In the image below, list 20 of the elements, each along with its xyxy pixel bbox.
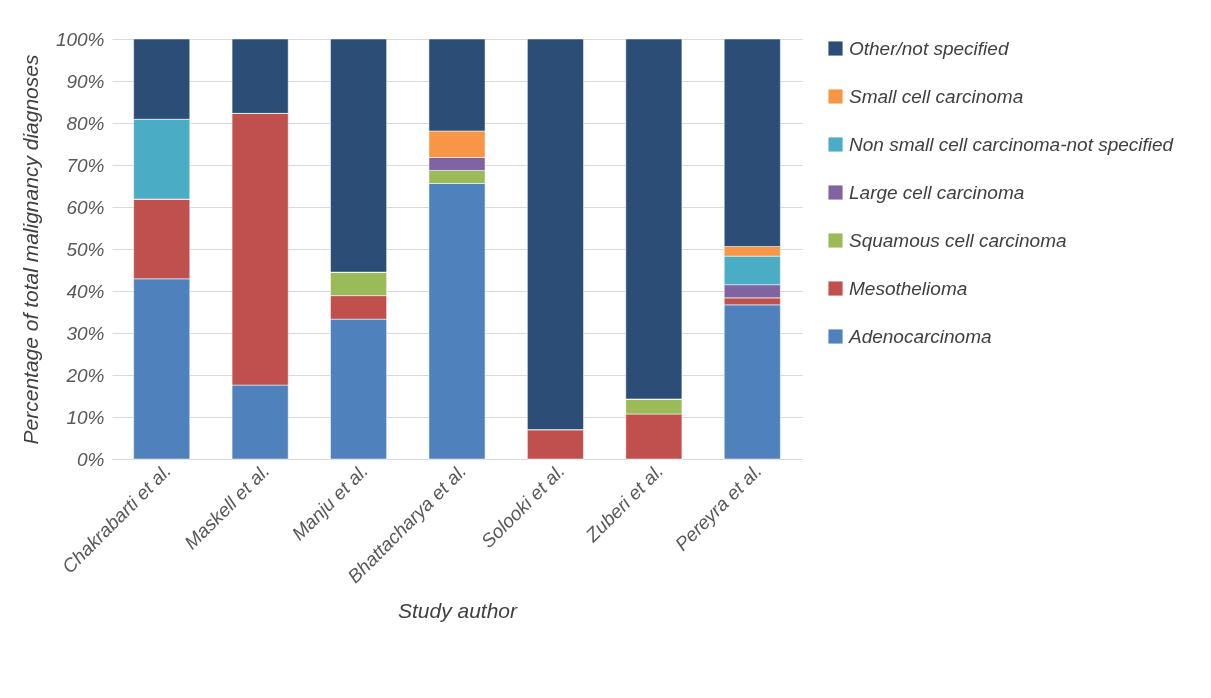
legend-label: Non small cell carcinoma-not specified — [849, 133, 1175, 155]
y-axis-title: Percentage of total malignancy diagnoses — [18, 54, 42, 445]
y-tick-label: 50% — [66, 238, 105, 260]
y-tick-label: 70% — [66, 154, 105, 176]
y-tick-label: 90% — [66, 70, 105, 92]
y-tick-label: 40% — [66, 280, 105, 302]
legend-label: Mesothelioma — [849, 277, 968, 299]
legend-label: Adenocarcinoma — [848, 325, 992, 347]
y-tick-label: 20% — [65, 364, 105, 386]
y-tick-label: 10% — [66, 406, 105, 428]
legend-label: Other/not specified — [849, 37, 1010, 59]
y-tick-label: 60% — [66, 196, 105, 218]
y-tick-label: 100% — [55, 28, 105, 50]
x-axis-title: Study author — [397, 598, 519, 622]
legend-label: Small cell carcinoma — [849, 85, 1024, 107]
y-tick-label: 0% — [77, 448, 105, 470]
y-tick-label: 80% — [66, 112, 105, 134]
legend-label: Large cell carcinoma — [849, 181, 1025, 203]
y-tick-label: 30% — [66, 322, 105, 344]
legend-label: Squamous cell carcinoma — [849, 229, 1067, 251]
